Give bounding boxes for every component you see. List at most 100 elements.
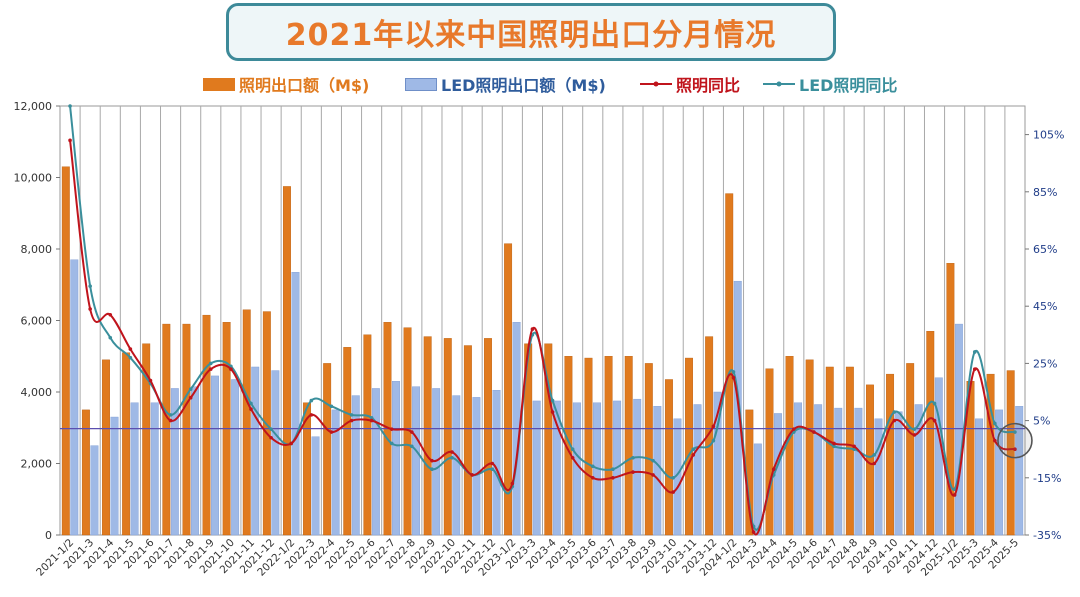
- point-lighting-yoy: [168, 418, 173, 423]
- point-led-yoy: [369, 415, 374, 420]
- point-lighting-yoy: [691, 453, 696, 457]
- point-lighting-yoy: [490, 461, 495, 466]
- bar-led-export: [291, 272, 300, 536]
- point-lighting-yoy: [972, 367, 977, 371]
- point-led-yoy: [832, 444, 836, 449]
- bar-lighting-export: [81, 409, 90, 536]
- bar-led-export: [211, 375, 219, 536]
- bar-lighting-export: [282, 186, 291, 536]
- left-axis-tick-label: 4,000: [21, 386, 53, 399]
- point-led-yoy: [269, 427, 273, 431]
- point-led-yoy: [490, 467, 495, 472]
- right-axis-tick-label: 65%: [1033, 243, 1057, 256]
- bar-led-export: [975, 418, 983, 536]
- point-lighting-yoy: [329, 430, 334, 434]
- bar-lighting-export: [484, 338, 492, 536]
- legend-swatch-orange-bar: [203, 77, 235, 91]
- legend-swatch-red-line: [640, 81, 672, 87]
- point-lighting-yoy: [832, 441, 836, 446]
- point-led-yoy: [108, 335, 113, 340]
- point-led-yoy: [590, 464, 595, 469]
- bar-led-export: [653, 406, 662, 536]
- left-axis-tick-label: 2,000: [21, 458, 53, 471]
- point-lighting-yoy: [751, 530, 756, 534]
- bar-led-export: [351, 395, 360, 536]
- bar-lighting-export: [323, 363, 332, 536]
- bar-lighting-export: [202, 314, 211, 536]
- point-lighting-yoy: [550, 410, 555, 414]
- left-axis-tick-label: 12,000: [14, 100, 53, 113]
- point-lighting-yoy: [249, 407, 253, 411]
- point-lighting-yoy: [952, 493, 957, 497]
- point-led-yoy: [872, 453, 877, 457]
- bar-led-export: [814, 404, 823, 536]
- bar-lighting-export: [182, 323, 191, 536]
- legend-item-lighting-yoy: 照明同比: [640, 72, 740, 96]
- bar-led-export: [331, 409, 340, 536]
- legend-label-lighting-export: 照明出口额（M$): [239, 76, 370, 95]
- bar-led-export: [794, 402, 803, 536]
- right-axis-tick-label: 5%: [1033, 415, 1050, 428]
- point-led-yoy: [349, 413, 354, 417]
- line-lighting-yoy: [69, 140, 1016, 536]
- point-led-yoy: [972, 350, 977, 354]
- point-lighting-yoy: [148, 378, 153, 383]
- bar-led-export: [130, 402, 139, 536]
- point-lighting-yoy: [108, 312, 113, 317]
- bar-lighting-export: [343, 347, 352, 536]
- bar-lighting-export: [544, 343, 553, 536]
- point-led-yoy: [430, 467, 434, 472]
- bar-led-export: [713, 391, 722, 536]
- point-lighting-yoy: [611, 476, 615, 480]
- bar-lighting-export: [463, 345, 472, 536]
- right-axis-tick-label: -15%: [1033, 472, 1061, 485]
- bar-led-export: [954, 323, 963, 536]
- legend-swatch-blue-bar: [405, 77, 437, 91]
- right-axis-tick-label: -35%: [1033, 529, 1061, 542]
- point-led-yoy: [168, 413, 173, 417]
- point-lighting-yoy: [792, 427, 796, 431]
- highlight-circle: [997, 422, 1033, 459]
- point-lighting-yoy: [993, 438, 997, 443]
- point-lighting-yoy: [430, 458, 434, 463]
- bar-led-export: [934, 377, 943, 536]
- bar-lighting-export: [122, 352, 131, 536]
- bar-lighting-export: [604, 356, 613, 536]
- point-lighting-yoy: [510, 481, 515, 486]
- bar-led-export: [552, 400, 561, 536]
- bar-led-export: [874, 418, 883, 536]
- legend-label-led-export: LED照明出口额（M$): [441, 76, 606, 95]
- legend-swatch-teal-line: [763, 81, 795, 87]
- point-lighting-yoy: [349, 418, 354, 423]
- point-led-yoy: [329, 404, 334, 409]
- bar-lighting-export: [986, 373, 995, 536]
- bar-led-export: [412, 386, 421, 536]
- bar-led-export: [854, 407, 863, 536]
- right-axis-tick-label: 45%: [1033, 300, 1057, 313]
- point-lighting-yoy: [309, 413, 314, 417]
- point-lighting-yoy: [530, 327, 535, 331]
- bar-lighting-export: [845, 366, 854, 536]
- bar-lighting-export: [825, 366, 834, 536]
- legend-label-led-yoy: LED照明同比: [799, 76, 898, 95]
- point-lighting-yoy: [188, 395, 193, 400]
- point-led-yoy: [410, 444, 414, 449]
- right-axis-tick-label: 85%: [1033, 186, 1057, 199]
- bar-lighting-export: [765, 368, 774, 536]
- line-led-yoy: [69, 105, 1016, 531]
- point-led-yoy: [550, 398, 555, 403]
- point-lighting-yoy: [229, 367, 233, 371]
- point-lighting-yoy: [872, 461, 877, 466]
- bar-led-export: [311, 436, 320, 536]
- left-axis-tick-label: 0: [45, 529, 52, 542]
- bar-lighting-export: [624, 356, 633, 536]
- point-led-yoy: [711, 438, 716, 443]
- point-lighting-yoy: [671, 490, 675, 494]
- point-lighting-yoy: [892, 418, 897, 423]
- point-lighting-yoy: [711, 424, 716, 429]
- bar-lighting-export: [886, 373, 895, 536]
- bar-lighting-export: [584, 357, 593, 536]
- point-lighting-yoy: [570, 455, 575, 460]
- point-led-yoy: [128, 355, 133, 360]
- point-lighting-yoy: [68, 138, 72, 143]
